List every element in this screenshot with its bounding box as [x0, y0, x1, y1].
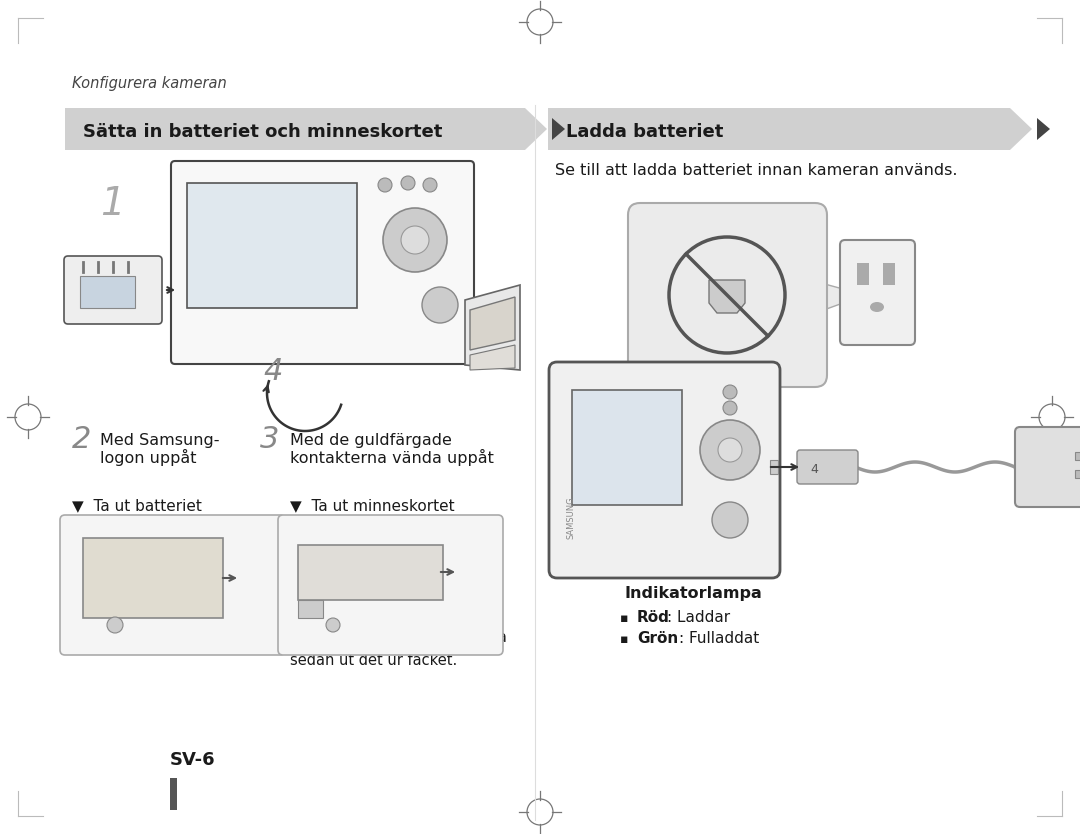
Circle shape — [401, 226, 429, 254]
Text: Grön: Grön — [637, 631, 678, 646]
Text: 4: 4 — [810, 463, 818, 476]
Polygon shape — [465, 285, 519, 370]
FancyBboxPatch shape — [840, 240, 915, 345]
Text: ▼  Ta ut batteriet: ▼ Ta ut batteriet — [72, 498, 202, 513]
Circle shape — [401, 176, 415, 190]
FancyBboxPatch shape — [797, 450, 858, 484]
Bar — [80, 276, 135, 308]
Bar — [770, 460, 778, 474]
Bar — [883, 263, 895, 285]
Circle shape — [422, 287, 458, 323]
Circle shape — [423, 178, 437, 192]
Text: Tryck varsamt tills kortet
lossnar från kameran och dra
sedan ut det ur facket.: Tryck varsamt tills kortet lossnar från … — [291, 606, 507, 668]
Text: : Laddar: : Laddar — [667, 610, 730, 625]
Text: Indikatorlampa: Indikatorlampa — [625, 586, 762, 601]
Text: Röd: Röd — [637, 610, 670, 625]
Polygon shape — [1037, 118, 1050, 140]
Text: SV-6: SV-6 — [170, 751, 216, 769]
Text: ▼  Ta ut minneskortet: ▼ Ta ut minneskortet — [291, 498, 455, 513]
Circle shape — [723, 401, 737, 415]
Polygon shape — [470, 345, 515, 370]
Text: 2: 2 — [72, 425, 92, 454]
Polygon shape — [810, 280, 865, 315]
Bar — [298, 600, 323, 618]
Circle shape — [326, 618, 340, 632]
Text: 1: 1 — [100, 185, 125, 223]
FancyBboxPatch shape — [278, 515, 503, 655]
Circle shape — [107, 617, 123, 633]
Bar — [83, 538, 222, 618]
Text: Se till att ladda batteriet innan kameran används.: Se till att ladda batteriet innan kamera… — [555, 163, 958, 178]
Circle shape — [378, 178, 392, 192]
Text: Med de guldfärgade: Med de guldfärgade — [291, 433, 451, 448]
FancyBboxPatch shape — [627, 203, 827, 387]
Text: kontakterna vända uppåt: kontakterna vända uppåt — [291, 449, 494, 466]
Text: SAMSUNG: SAMSUNG — [567, 497, 576, 540]
Text: Sätta in batteriet och minneskortet: Sätta in batteriet och minneskortet — [83, 123, 443, 141]
FancyBboxPatch shape — [64, 256, 162, 324]
Polygon shape — [548, 108, 1032, 150]
Bar — [1075, 470, 1080, 478]
Bar — [1075, 452, 1080, 460]
Circle shape — [700, 420, 760, 480]
Circle shape — [712, 502, 748, 538]
Text: 4: 4 — [264, 357, 282, 386]
Bar — [858, 263, 869, 285]
FancyBboxPatch shape — [60, 515, 285, 655]
Text: : Fulladdat: : Fulladdat — [679, 631, 759, 646]
Text: logon uppåt: logon uppåt — [100, 449, 197, 466]
Bar — [187, 183, 357, 308]
Text: ▪: ▪ — [620, 612, 633, 625]
FancyBboxPatch shape — [171, 161, 474, 364]
Bar — [170, 778, 177, 810]
Circle shape — [718, 438, 742, 462]
Circle shape — [383, 208, 447, 272]
Polygon shape — [708, 280, 745, 313]
Polygon shape — [552, 118, 565, 140]
Bar — [572, 390, 681, 505]
Text: Ladda batteriet: Ladda batteriet — [566, 123, 724, 141]
Text: ▪: ▪ — [620, 633, 633, 646]
Polygon shape — [470, 297, 515, 350]
Text: 3: 3 — [260, 425, 280, 454]
Text: Konfigurera kameran: Konfigurera kameran — [72, 76, 227, 91]
FancyBboxPatch shape — [549, 362, 780, 578]
Circle shape — [723, 385, 737, 399]
Bar — [298, 545, 443, 600]
Ellipse shape — [870, 302, 885, 312]
Text: Med Samsung-: Med Samsung- — [100, 433, 219, 448]
FancyBboxPatch shape — [1015, 427, 1080, 507]
Polygon shape — [65, 108, 546, 150]
